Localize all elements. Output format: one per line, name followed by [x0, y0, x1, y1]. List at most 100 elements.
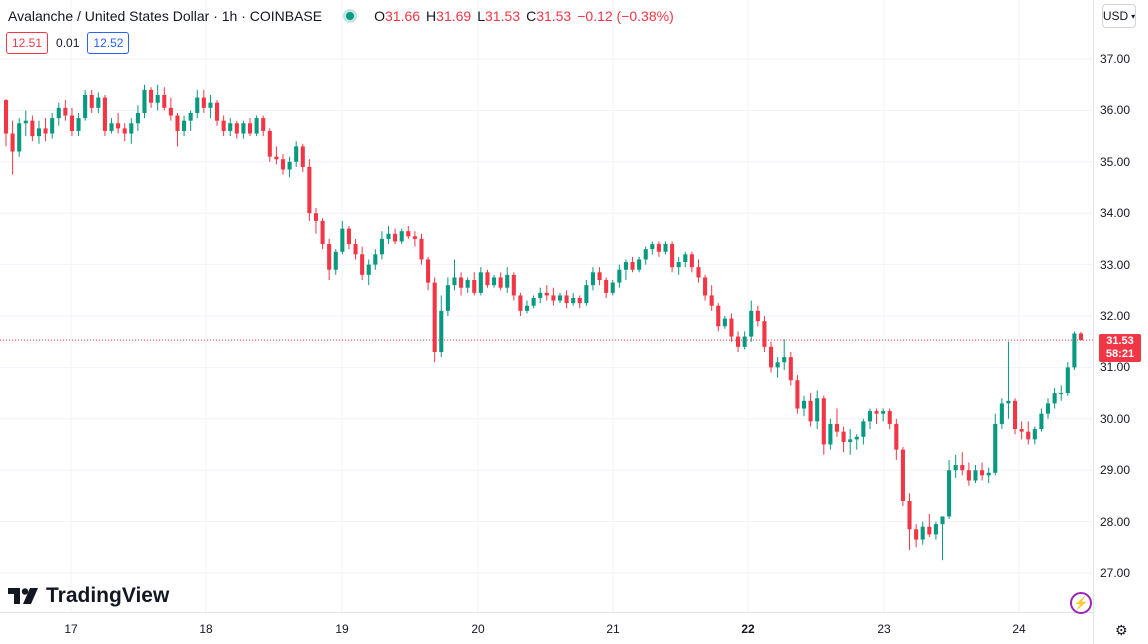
brand-name: TradingView	[46, 584, 170, 607]
quote-panel: 12.51 0.01 12.52	[6, 32, 130, 54]
candle-body	[472, 280, 477, 293]
candle-body	[353, 244, 358, 255]
candle-body	[1078, 333, 1084, 341]
buy-price-button[interactable]: 12.52	[87, 32, 130, 54]
candle	[254, 115, 259, 137]
candle-body	[399, 231, 404, 242]
candle	[340, 220, 345, 255]
candle	[234, 120, 239, 139]
candle	[274, 146, 279, 165]
candle	[162, 87, 167, 111]
candle-body	[346, 228, 351, 245]
candle-body	[333, 251, 338, 270]
lightning-icon[interactable]: ⚡	[1070, 592, 1092, 614]
price-tick-label: 30.00	[1100, 411, 1131, 426]
candle-body	[1013, 400, 1018, 430]
candle-body	[966, 470, 971, 481]
candle	[89, 89, 94, 113]
candle	[538, 287, 543, 304]
candle	[287, 156, 292, 178]
candle-body	[241, 123, 246, 134]
candle	[43, 118, 48, 142]
candle	[353, 238, 358, 260]
candle-body	[373, 254, 378, 265]
candle	[333, 249, 338, 275]
candle-body	[907, 501, 912, 530]
candle	[709, 285, 714, 311]
candle-body	[709, 295, 714, 306]
candle-body	[459, 277, 464, 288]
candle-body	[894, 423, 899, 450]
gear-icon[interactable]: ⚙	[1115, 622, 1128, 638]
candle	[373, 249, 378, 270]
candle-body	[439, 310, 444, 352]
market-status-icon	[346, 12, 355, 20]
chevron-down-icon: ▾	[1131, 11, 1136, 21]
candle	[1078, 331, 1084, 341]
candle	[50, 112, 55, 139]
candle-body	[610, 282, 615, 293]
candle-body	[149, 89, 154, 103]
candle	[927, 513, 932, 538]
candle	[676, 256, 681, 275]
candle	[195, 89, 200, 119]
candle-body	[327, 244, 332, 270]
candle-body	[30, 120, 35, 137]
price-tick-label: 37.00	[1100, 52, 1131, 66]
candle-body	[122, 128, 127, 134]
candle-body	[755, 310, 760, 322]
candle-body	[386, 233, 391, 239]
candle-body	[643, 249, 648, 260]
candle	[1052, 387, 1057, 409]
candle-body	[254, 118, 259, 134]
candle-body	[940, 516, 945, 525]
candle-body	[980, 470, 985, 476]
candle	[670, 241, 675, 273]
price-tick-label: 36.00	[1100, 103, 1131, 118]
candle	[327, 238, 332, 281]
tradingview-logo[interactable]: TradingView	[8, 584, 169, 608]
candle-body	[76, 118, 81, 131]
open-value: 31.66	[385, 8, 421, 24]
price-tick-label: 35.00	[1100, 154, 1131, 169]
candle	[1019, 421, 1024, 440]
candle-body	[63, 107, 68, 116]
candle-body	[597, 272, 602, 281]
candle	[149, 87, 154, 108]
candle	[175, 112, 180, 147]
candle	[920, 521, 925, 545]
candle-body	[531, 298, 536, 306]
candle-body	[637, 259, 642, 270]
sell-price-button[interactable]: 12.51	[6, 32, 49, 54]
candle	[617, 264, 622, 288]
currency-selector[interactable]: USD ▾	[1102, 4, 1136, 28]
candle-body	[604, 280, 609, 293]
candle-body	[267, 130, 272, 157]
candle-body	[650, 244, 655, 250]
candle-body	[10, 133, 15, 152]
candle	[788, 351, 793, 386]
candle	[551, 287, 556, 306]
candle	[122, 123, 127, 142]
candle	[393, 228, 398, 245]
candle-body	[689, 254, 694, 268]
price-tick-label: 28.00	[1100, 514, 1131, 529]
candle	[1013, 398, 1018, 435]
candle	[637, 256, 642, 273]
candle	[188, 110, 193, 131]
candle-body	[828, 423, 833, 445]
candle	[116, 112, 121, 134]
candle-body	[722, 318, 727, 327]
candle-body	[808, 400, 813, 422]
candle-body	[920, 526, 925, 540]
candle-body	[630, 262, 635, 270]
candle	[841, 426, 846, 453]
symbol-title[interactable]: Avalanche / United States Dollar · 1h · …	[8, 8, 323, 24]
tradingview-logo-icon	[8, 588, 38, 604]
candle	[848, 429, 853, 455]
candle-body	[742, 336, 747, 347]
low-value: 31.53	[485, 8, 521, 24]
candle-body	[116, 123, 121, 129]
candle	[485, 269, 490, 288]
